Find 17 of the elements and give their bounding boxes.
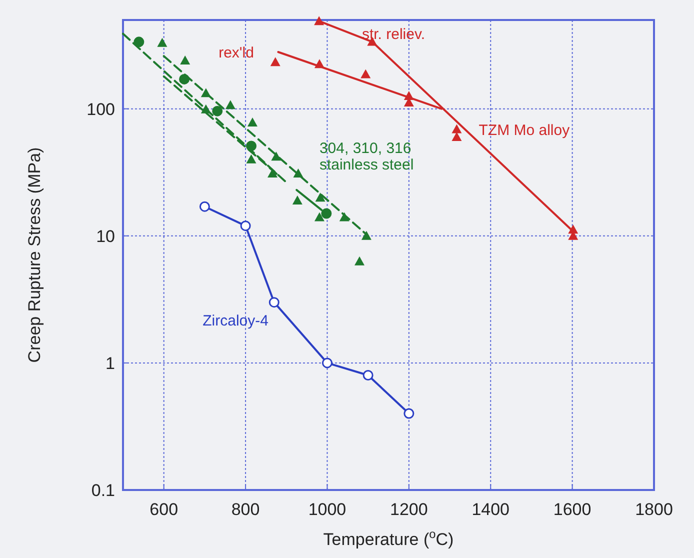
x-tick-label: 1200	[390, 500, 428, 519]
y-tick-label: 10	[96, 226, 115, 246]
x-tick-label: 600	[150, 500, 178, 519]
y-axis-title: Creep Rupture Stress (MPa)	[25, 147, 44, 363]
y-tick-label: 0.1	[91, 480, 115, 500]
x-tick-label: 1600	[553, 500, 592, 519]
y-tick-label: 1	[106, 354, 115, 373]
y-tick-label: 100	[86, 100, 115, 119]
annotation: TZM Mo alloy	[478, 122, 570, 140]
x-tick-label: 1800	[635, 500, 673, 519]
x-axis-title: Temperature ($^{o}$C)	[323, 527, 454, 549]
x-tick-label: 1400	[472, 500, 510, 519]
annotation: rex'ld	[218, 44, 254, 62]
x-tick-label: 800	[231, 500, 260, 519]
x-tick-label: 1000	[308, 500, 346, 519]
annotation: Zircaloy-4	[202, 312, 269, 330]
annotation: 304, 310, 316 stainless steel	[319, 140, 414, 174]
